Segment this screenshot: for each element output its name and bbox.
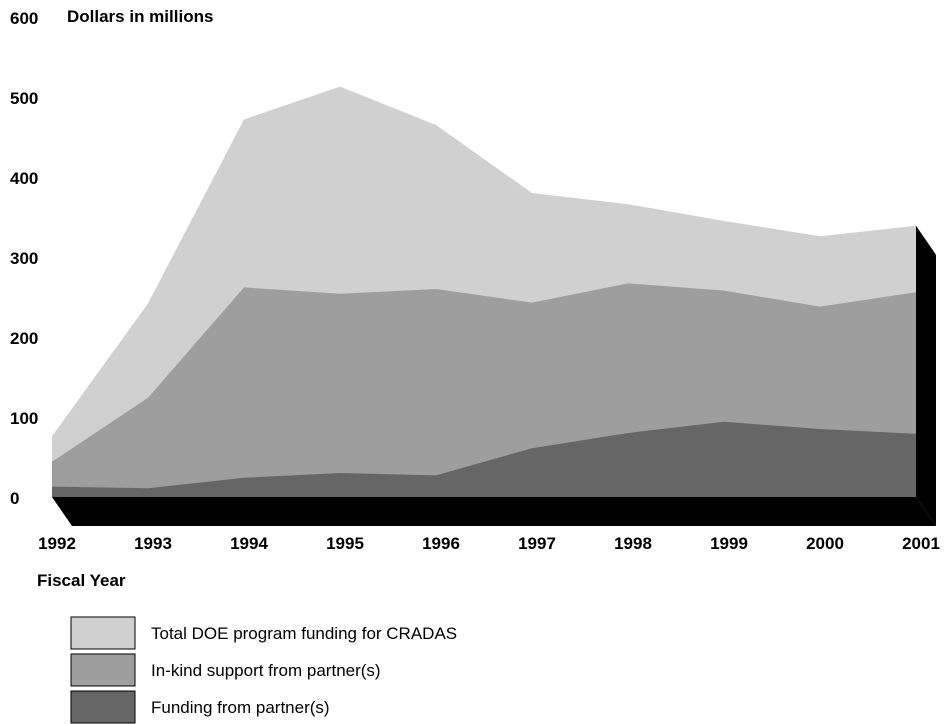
x-tick-label: 1995 — [326, 534, 364, 553]
y-tick-label: 200 — [10, 329, 38, 348]
y-tick-label: 600 — [10, 9, 38, 28]
legend-swatch — [70, 616, 136, 650]
legend-label: Total DOE program funding for CRADAS — [151, 624, 457, 643]
series-layer — [52, 86, 936, 527]
area-series-3 — [52, 421, 916, 497]
chart-side-3d — [916, 225, 936, 527]
y-tick-label: 500 — [10, 89, 38, 108]
y-axis-ticks: 0 100 200 300 400 500 600 — [10, 9, 38, 508]
x-tick-label: 1997 — [518, 534, 556, 553]
chart-base-3d — [52, 497, 936, 526]
x-tick-label: 1992 — [38, 534, 76, 553]
y-tick-label: 100 — [10, 409, 38, 428]
x-tick-label: 2001 — [902, 534, 940, 553]
legend-label: In-kind support from partner(s) — [151, 661, 381, 680]
x-tick-label: 1998 — [614, 534, 652, 553]
x-axis-ticks: 1992 1993 1994 1995 1996 1997 1998 1999 2000 2001 — [38, 534, 940, 553]
x-tick-label: 1996 — [422, 534, 460, 553]
x-tick-label: 1994 — [230, 534, 268, 553]
x-axis-title: Fiscal Year — [37, 571, 126, 590]
x-tick-label: 2000 — [806, 534, 844, 553]
legend-swatch — [70, 653, 136, 687]
x-tick-label: 1999 — [710, 534, 748, 553]
x-tick-label: 1993 — [134, 534, 172, 553]
y-tick-label: 0 — [10, 489, 19, 508]
legend: Total DOE program funding for CRADAS In-k… — [70, 616, 457, 724]
y-tick-label: 400 — [10, 169, 38, 188]
y-axis-title: Dollars in millions — [67, 7, 213, 26]
legend-swatch — [70, 690, 136, 724]
y-tick-label: 300 — [10, 249, 38, 268]
legend-label: Funding from partner(s) — [151, 698, 330, 717]
